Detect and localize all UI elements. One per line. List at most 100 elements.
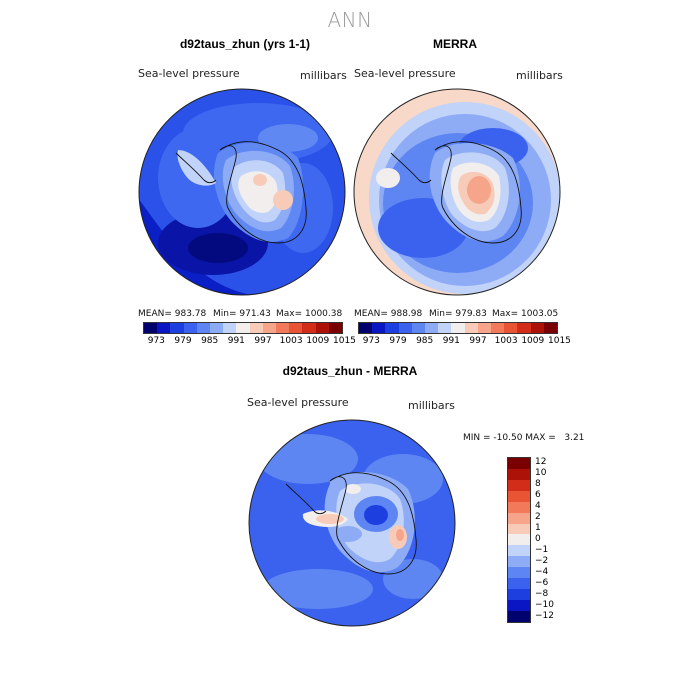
colorbar-swatch [508,490,530,502]
colorbar-tick-label: 12 [535,457,547,468]
colorbar-tick-label: 991 [442,336,460,346]
colorbar-swatch [508,458,530,469]
colorbar-swatch [508,523,530,535]
colorbar-swatch [517,323,531,333]
colorbar-swatch [504,323,518,333]
colorbar-swatch [425,323,439,333]
right-mean-stat: MEAN= 988.98 [354,309,423,319]
colorbar-swatch [183,323,197,333]
colorbar-swatch [508,567,530,579]
colorbar-swatch [411,323,426,333]
right-colorbar [358,322,558,334]
colorbar-tick-label: 1 [535,523,541,534]
colorbar-swatch [289,323,303,333]
colorbar-tick-label: 8 [535,479,541,490]
left-panel-title: d92taus_zhun (yrs 1-1) [179,37,311,51]
colorbar-tick-label: 979 [174,336,192,346]
colorbar-swatch [157,323,171,333]
colorbar-swatch [477,323,492,333]
colorbar-tick-label: 0 [535,534,541,544]
colorbar-tick-label: 4 [535,501,541,512]
left-units-label: millibars [300,69,347,82]
colorbar-swatch [276,323,290,333]
left-mean-stat: MEAN= 983.78 [138,309,207,319]
colorbar-tick-label: 997 [469,336,487,346]
right-map [353,88,561,296]
colorbar-tick-label: 973 [362,336,380,346]
colorbar-tick-label: −1 [535,544,549,555]
colorbar-swatch [144,323,158,333]
diff-map [248,419,456,627]
colorbar-swatch [210,323,224,333]
colorbar-tick-label: −8 [535,588,549,599]
colorbar-tick-label: 973 [147,336,165,346]
colorbar-swatch [508,479,530,491]
right-variable-label: Sea-level pressure [354,67,456,80]
colorbar-tick-label: 997 [254,336,272,346]
diff-panel-title: d92taus_zhun - MERRA [282,364,418,378]
colorbar-tick-label: −10 [535,599,554,610]
colorbar-swatch [249,323,263,333]
colorbar-tick-label: 985 [416,336,434,346]
colorbar-swatch [196,323,211,333]
colorbar-swatch [508,599,530,611]
diff-units-label: millibars [408,399,455,412]
colorbar-swatch [508,589,530,600]
colorbar-swatch [262,323,277,333]
left-variable-label: Sea-level pressure [138,67,240,80]
colorbar-swatch [451,323,465,333]
colorbar-tick-label: 1003 [494,336,518,346]
colorbar-tick-label: 1015 [333,336,356,346]
right-panel-title: MERRA [433,37,477,51]
colorbar-swatch [315,323,329,333]
colorbar-tick-label: 979 [389,336,407,346]
colorbar-swatch [508,512,530,524]
colorbar-swatch [302,323,316,333]
colorbar-swatch [223,323,237,333]
colorbar-tick-label: 985 [201,336,219,346]
colorbar-swatch [438,323,452,333]
colorbar-swatch [508,468,530,480]
colorbar-swatch [359,323,373,333]
colorbar-swatch [543,323,558,333]
left-map [138,88,346,296]
left-max-stat: Max= 1000.38 [276,309,343,319]
colorbar-swatch [508,534,530,546]
left-colorbar [143,322,343,334]
colorbar-swatch [170,323,184,333]
colorbar-swatch [491,323,505,333]
colorbar-tick-label: −6 [535,577,549,588]
colorbar-tick-label: −4 [535,566,549,577]
colorbar-tick-label: 1003 [279,336,303,346]
diff-minmax-stat: MIN = -10.50 MAX = 3.21 [463,433,585,443]
colorbar-tick-label: 1009 [521,336,545,346]
colorbar-swatch [372,323,386,333]
right-units-label: millibars [516,69,563,82]
colorbar-tick-label: 1009 [306,336,330,346]
colorbar-tick-label: −2 [535,555,549,566]
diff-variable-label: Sea-level pressure [247,396,349,409]
colorbar-tick-label: 10 [535,468,547,479]
right-min-stat: Min= 979.83 [429,309,487,319]
left-min-stat: Min= 971.43 [213,309,271,319]
colorbar-swatch [236,323,250,333]
colorbar-swatch [508,610,530,622]
colorbar-tick-label: 1015 [548,336,571,346]
colorbar-swatch [328,323,343,333]
diff-colorbar-ticks: 12 10 8 6 4 2 1 0 −1 −2 −4 −6 −8 −10 −12 [535,457,575,621]
colorbar-tick-label: 6 [535,490,541,501]
figure-title: ANN [327,8,373,32]
colorbar-tick-label: 991 [227,336,245,346]
colorbar-swatch [398,323,412,333]
right-max-stat: Max= 1003.05 [492,309,559,319]
colorbar-swatch [508,578,530,590]
colorbar-swatch [530,323,544,333]
colorbar-swatch [464,323,478,333]
diff-colorbar [507,457,531,623]
colorbar-swatch [508,545,530,557]
colorbar-tick-label: −12 [535,610,554,621]
colorbar-tick-label: 2 [535,512,541,523]
colorbar-swatch [508,556,530,568]
colorbar-swatch [385,323,399,333]
colorbar-swatch [508,501,530,513]
